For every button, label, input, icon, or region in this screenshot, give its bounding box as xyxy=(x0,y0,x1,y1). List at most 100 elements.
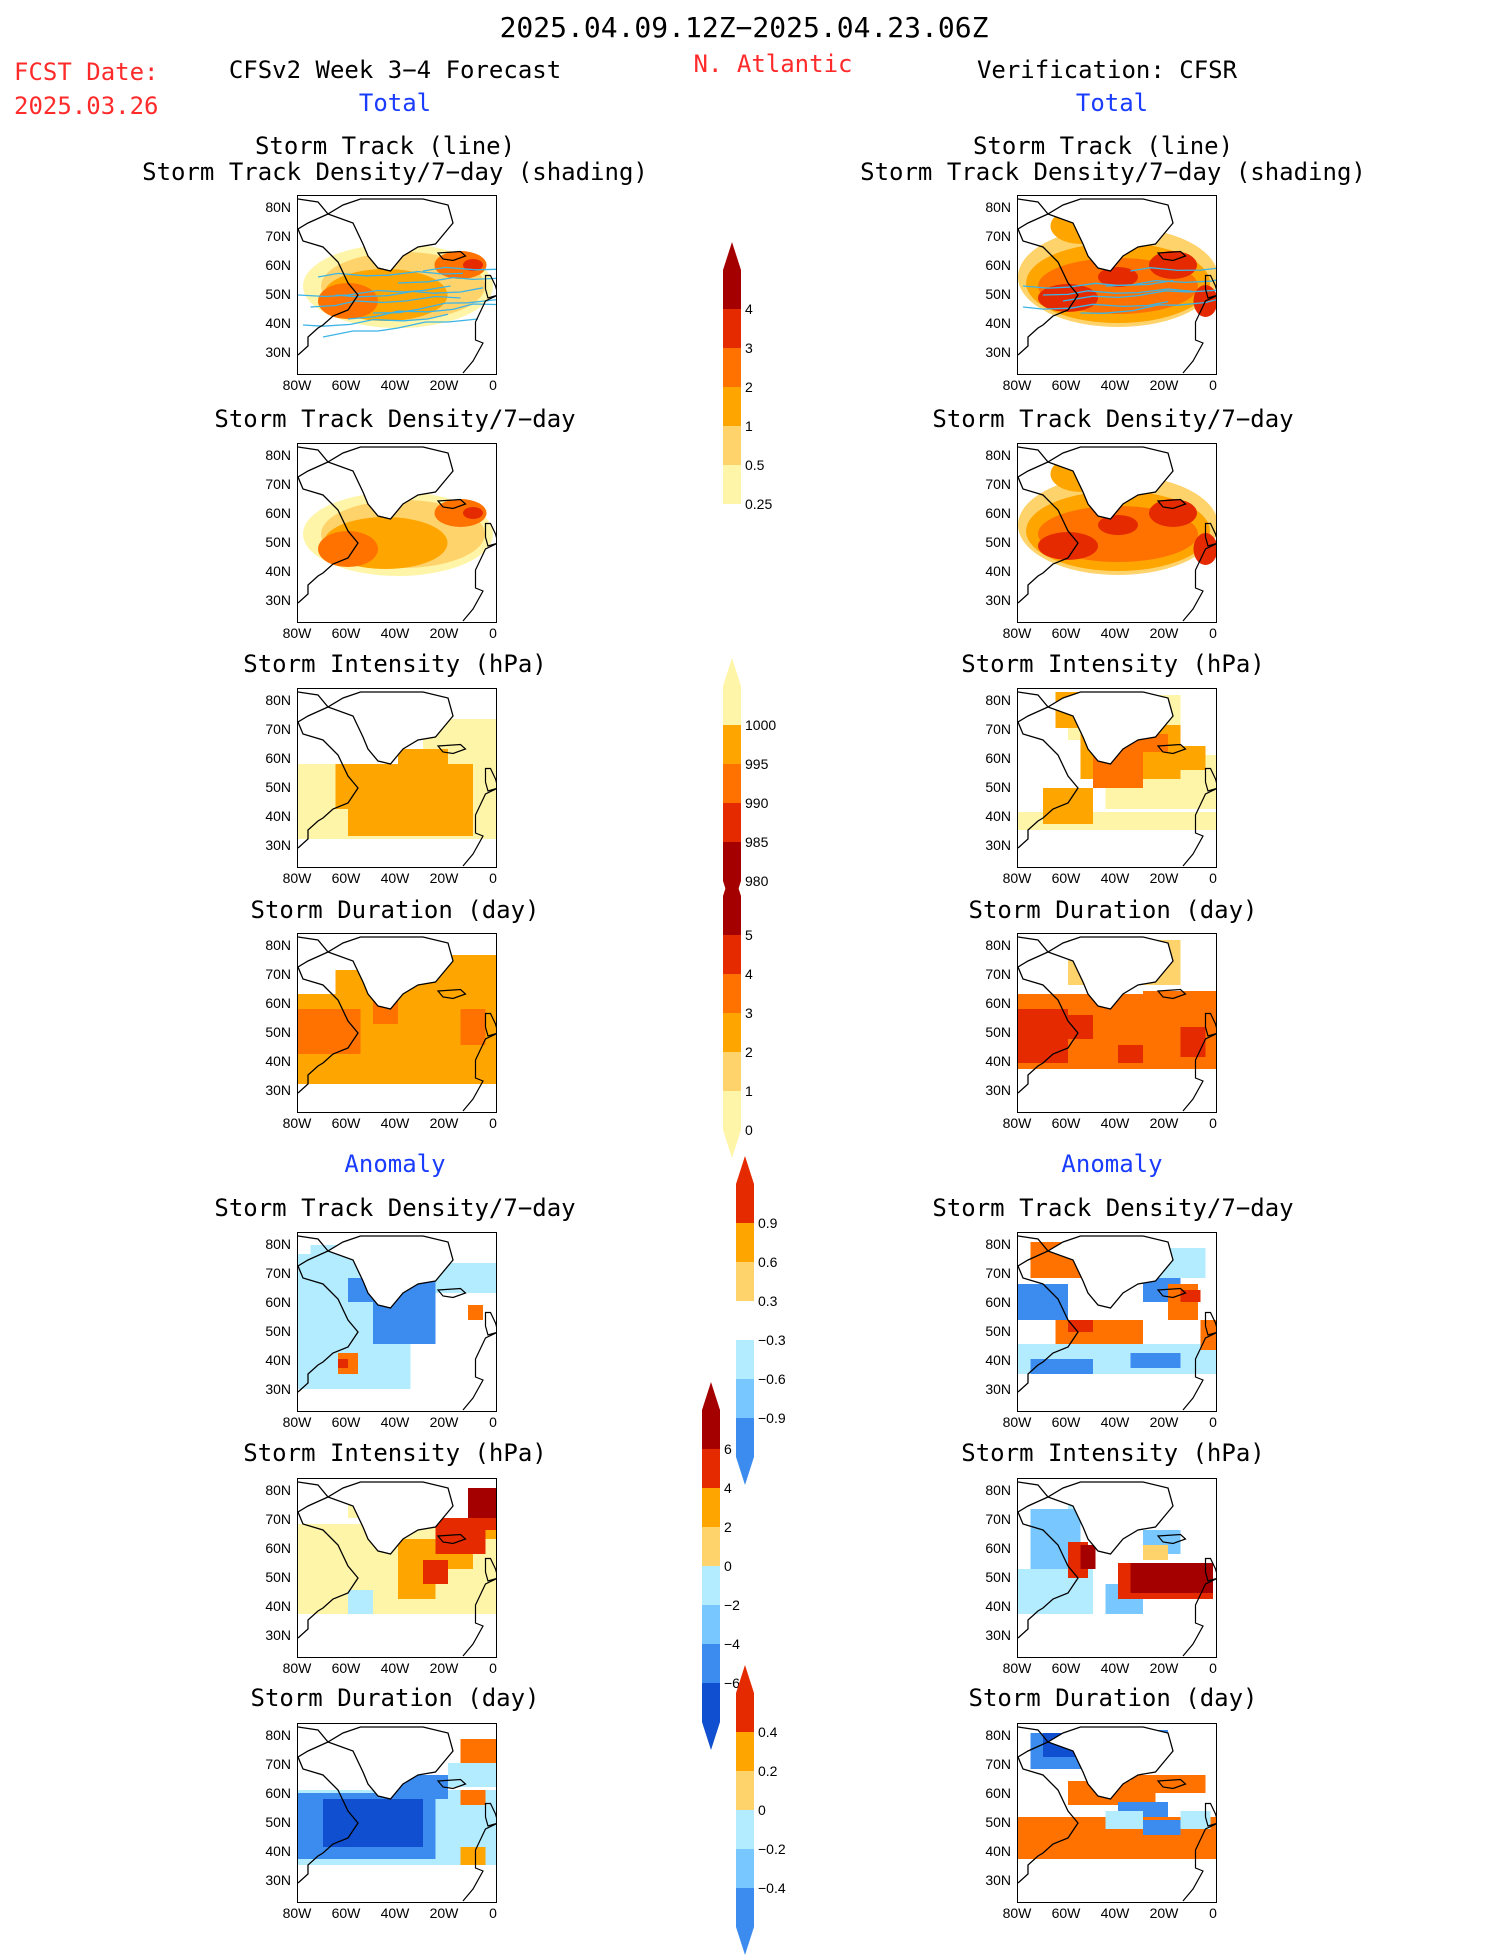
y-tick-label: 80N xyxy=(985,937,1011,953)
greenland-outline xyxy=(326,1726,454,1800)
x-tick-label: 0 xyxy=(489,1905,497,1921)
x-tick-label: 60W xyxy=(1051,1905,1081,1921)
duration-colorbar xyxy=(723,868,741,1158)
map-plot xyxy=(298,446,496,622)
grid-cell xyxy=(460,1790,486,1805)
greenland-outline xyxy=(326,1235,454,1309)
y-tick-label: 70N xyxy=(265,476,291,492)
y-tick-label: 30N xyxy=(985,344,1011,360)
p7-title-left: Storm Duration (day) xyxy=(250,1684,540,1712)
colorbar-label: 4 xyxy=(745,966,753,982)
europe-africa-coast xyxy=(1182,1578,1216,1657)
greenland-outline xyxy=(1046,936,1174,1010)
x-tick-label: 60W xyxy=(1051,625,1081,641)
colorbar-label: 0.3 xyxy=(758,1293,778,1309)
north-america-coast xyxy=(298,936,359,1094)
verification-map-5 xyxy=(1017,1232,1217,1412)
p1-title-b-right: Storm Track Density/7−day (shading) xyxy=(860,158,1366,186)
p6-title-left: Storm Intensity (hPa) xyxy=(243,1439,547,1467)
colorbar-label: 3 xyxy=(745,1005,753,1021)
colorbar-label: −4 xyxy=(724,1636,740,1652)
colorbar-bottom-arrow xyxy=(702,1722,720,1750)
x-tick-label: 40W xyxy=(1100,625,1130,641)
p3-title-left: Storm Intensity (hPa) xyxy=(243,650,547,678)
total-label-left: Total xyxy=(358,89,432,117)
colorbar-segment xyxy=(723,1091,741,1130)
colorbar-segment xyxy=(723,309,741,348)
grid-cell xyxy=(1118,1045,1143,1063)
y-tick-label: 50N xyxy=(985,1024,1011,1040)
y-tick-label: 40N xyxy=(265,808,291,824)
x-tick-label: 40W xyxy=(1100,1905,1130,1921)
colorbar-segment xyxy=(702,1605,720,1644)
colorbar-segment xyxy=(723,348,741,387)
y-tick-label: 30N xyxy=(265,344,291,360)
north-america-coast xyxy=(1018,1481,1079,1639)
forecast-map-5 xyxy=(297,1232,497,1412)
shade-blob xyxy=(1038,532,1098,560)
colorbar-segment xyxy=(736,1693,754,1732)
colorbar-segment xyxy=(736,1301,754,1340)
y-tick-label: 30N xyxy=(985,1872,1011,1888)
y-tick-label: 50N xyxy=(985,779,1011,795)
y-tick-label: 40N xyxy=(985,1352,1011,1368)
colorbar-segment xyxy=(736,1184,754,1223)
forecast-map-2 xyxy=(297,443,497,623)
storm-track-line xyxy=(372,299,496,314)
grid-cell xyxy=(468,1488,496,1518)
iceland-outline xyxy=(1156,1778,1187,1790)
shade-blob xyxy=(463,507,483,519)
y-tick-label: 40N xyxy=(265,1053,291,1069)
europe-africa-coast xyxy=(462,1332,496,1411)
map-plot xyxy=(1018,198,1216,374)
colorbar-label: −2 xyxy=(724,1597,740,1613)
x-tick-label: 20W xyxy=(429,377,459,393)
x-tick-label: 60W xyxy=(1051,377,1081,393)
map-plot xyxy=(1018,1481,1216,1657)
colorbar-segment xyxy=(736,1262,754,1301)
y-tick-label: 60N xyxy=(985,257,1011,273)
europe-africa-coast xyxy=(1182,295,1216,374)
y-tick-label: 60N xyxy=(265,505,291,521)
x-tick-label: 20W xyxy=(429,625,459,641)
y-tick-label: 70N xyxy=(985,1265,1011,1281)
grid-cell xyxy=(1018,1284,1068,1320)
shade-blob xyxy=(1149,251,1197,279)
x-tick-label: 80W xyxy=(1002,625,1032,641)
colorbar-segment xyxy=(736,1223,754,1262)
north-america-coast xyxy=(1018,1235,1079,1393)
greenland-outline xyxy=(326,198,454,272)
colorbar-segment xyxy=(723,764,741,803)
colorbar-segment xyxy=(702,1410,720,1449)
colorbar-label: 2 xyxy=(745,1044,753,1060)
p4-title-left: Storm Duration (day) xyxy=(250,896,540,924)
y-tick-label: 60N xyxy=(985,1785,1011,1801)
iceland-outline xyxy=(1156,498,1187,510)
grid-cell xyxy=(1143,1545,1168,1560)
map-plot xyxy=(298,936,496,1112)
colorbar-label: 985 xyxy=(745,834,769,850)
y-tick-label: 40N xyxy=(265,315,291,331)
y-tick-label: 50N xyxy=(985,1323,1011,1339)
anomaly-label-right: Anomaly xyxy=(1061,1150,1163,1178)
y-tick-label: 70N xyxy=(265,1511,291,1527)
x-tick-label: 80W xyxy=(1002,1115,1032,1131)
colorbar-bottom-arrow xyxy=(736,1927,754,1955)
colorbar-segment xyxy=(736,1340,754,1379)
x-tick-label: 0 xyxy=(1209,377,1217,393)
y-tick-label: 80N xyxy=(265,937,291,953)
colorbar-label: 1000 xyxy=(745,717,777,733)
y-tick-label: 30N xyxy=(265,1627,291,1643)
europe-africa-coast xyxy=(1182,1332,1216,1411)
map-plot xyxy=(298,1726,496,1902)
colorbar-label: 980 xyxy=(745,873,769,889)
forecast-map-1 xyxy=(297,195,497,375)
x-tick-label: 20W xyxy=(1149,377,1179,393)
map-plot xyxy=(1018,1235,1216,1411)
north-america-coast xyxy=(298,446,359,604)
colorbar-label: 2 xyxy=(745,379,753,395)
y-tick-label: 50N xyxy=(265,779,291,795)
x-tick-label: 0 xyxy=(489,377,497,393)
p1-title-b-left: Storm Track Density/7−day (shading) xyxy=(142,158,648,186)
colorbar-label: 1 xyxy=(745,418,753,434)
